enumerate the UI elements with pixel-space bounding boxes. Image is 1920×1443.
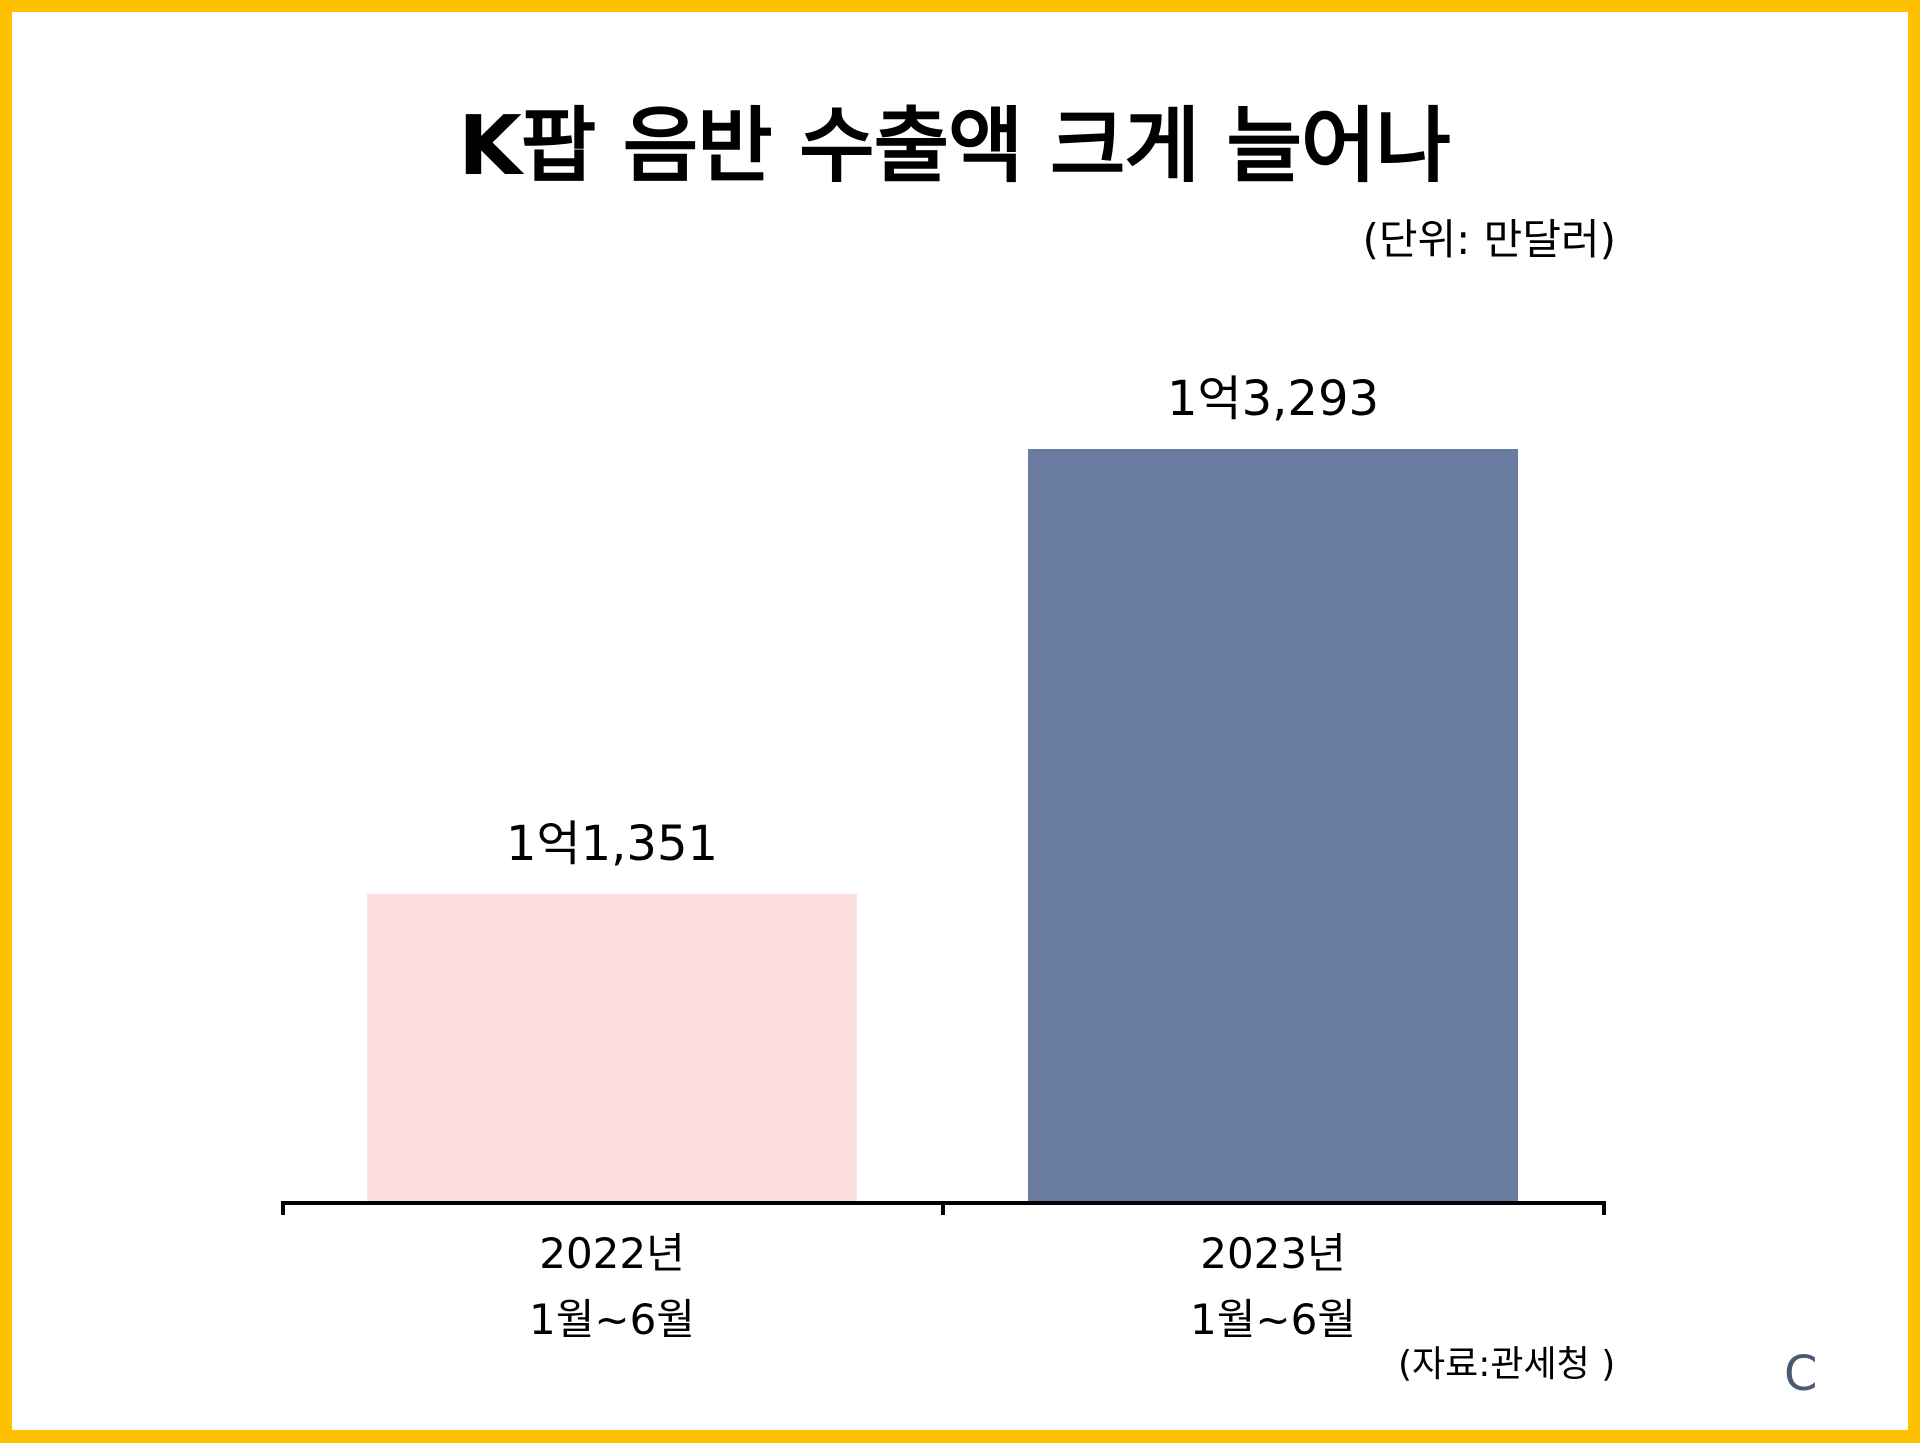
chart-title: K팝 음반 수출액 크게 늘어나 <box>458 99 1451 194</box>
x-label-year: 2023년 <box>1200 1229 1346 1278</box>
chart-canvas: K팝 음반 수출액 크게 늘어나 (단위: 만달러) 1억1,351 1억3,2… <box>12 12 1908 1430</box>
x-axis-tick <box>941 1201 945 1215</box>
bar-2022 <box>367 894 857 1201</box>
x-axis-tick <box>281 1201 285 1215</box>
bar-value-label-2022: 1억1,351 <box>505 816 719 872</box>
unit-label: (단위: 만달러) <box>1362 215 1616 264</box>
bar-value-label-2023: 1억3,293 <box>1166 371 1380 427</box>
x-axis-tick <box>1602 1201 1606 1215</box>
x-label-year: 2022년 <box>539 1229 685 1278</box>
x-label-period: 1월~6월 <box>1190 1295 1356 1344</box>
x-label-period: 1월~6월 <box>529 1295 695 1344</box>
bar-2023 <box>1028 449 1518 1201</box>
x-label-2023: 2023년 1월~6월 <box>1028 1221 1518 1353</box>
x-label-2022: 2022년 1월~6월 <box>367 1221 857 1353</box>
source-label: (자료:관세청 ) <box>1398 1344 1616 1385</box>
logo-c-icon: C <box>1784 1346 1818 1402</box>
